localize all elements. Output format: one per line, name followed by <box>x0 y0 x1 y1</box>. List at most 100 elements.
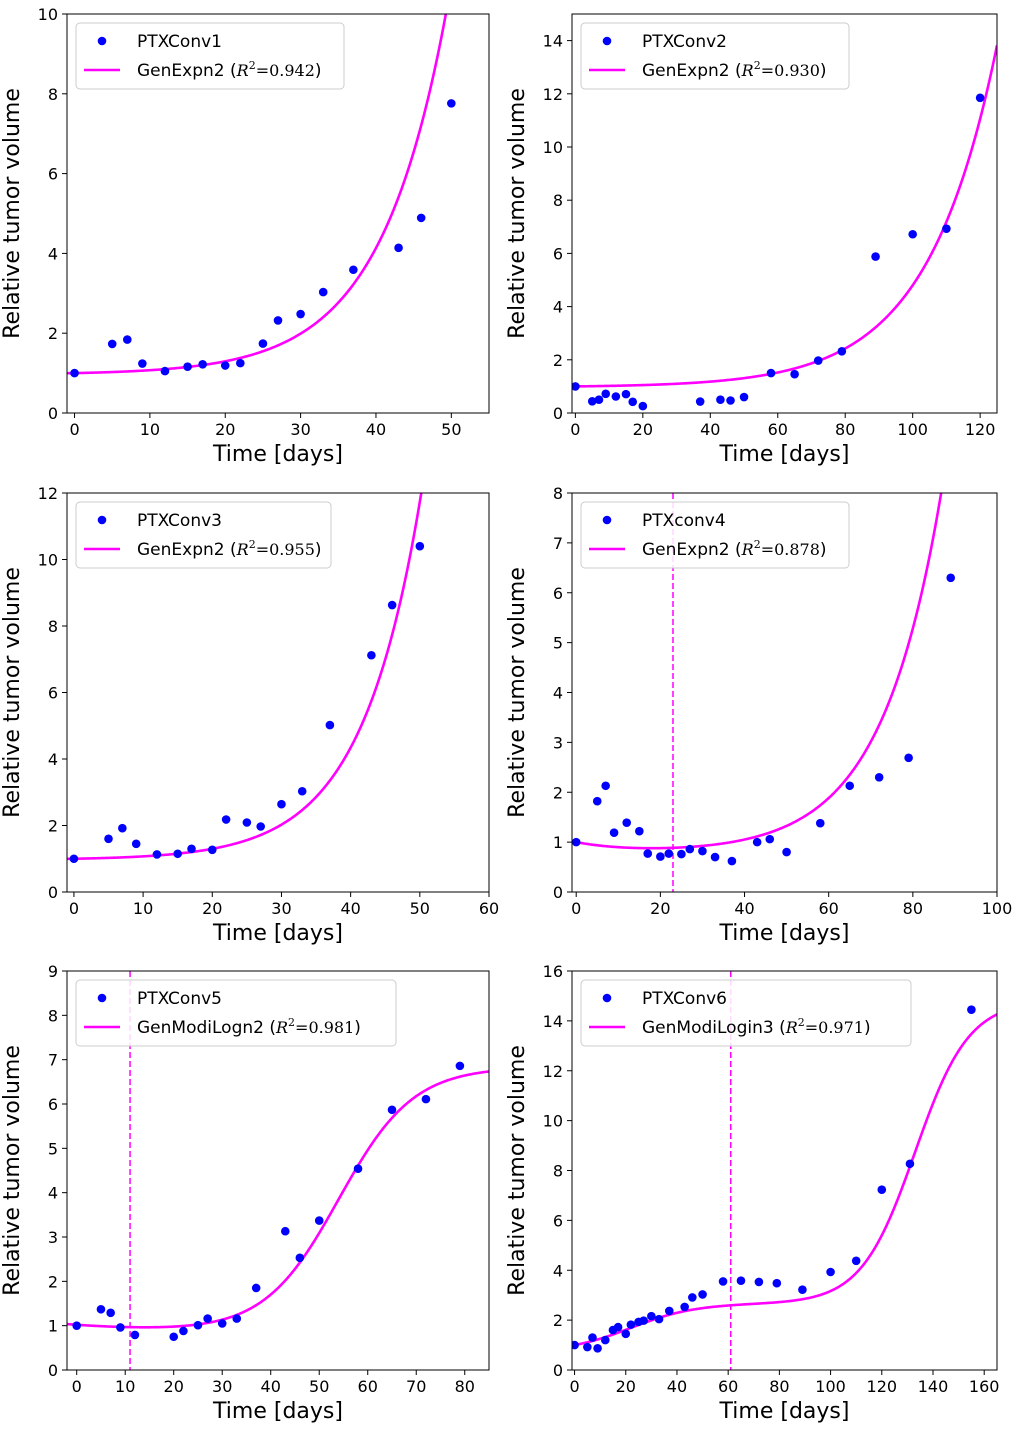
x-tick-label: 20 <box>616 1377 636 1396</box>
data-point <box>766 368 776 378</box>
y-tick-label: 12 <box>38 484 58 503</box>
x-tick-label: 60 <box>479 899 499 918</box>
chart-panel-6: 0 20 40 60 80 100 120 140 160 0 2 4 6 8 10 12 14 16 Time [… <box>505 962 999 1424</box>
x-tick-label: 10 <box>133 899 153 918</box>
x-tick-label: 60 <box>819 899 839 918</box>
data-point <box>621 389 631 399</box>
x-tick-label: 80 <box>903 899 923 918</box>
data-point <box>273 316 283 325</box>
x-tick-label: 20 <box>202 899 222 918</box>
data-point <box>695 397 705 406</box>
legend: PTXConv5 GenModiLogn2 (R2=0.981) <box>75 979 397 1047</box>
y-axis-label: Relative tumor volume <box>0 567 25 818</box>
y-tick-label: 8 <box>48 617 58 636</box>
x-tick-label: 20 <box>650 899 670 918</box>
y-axis-label: Relative tumor volume <box>505 88 530 339</box>
data-point <box>107 339 117 349</box>
y-tick-label: 14 <box>543 1012 563 1031</box>
y-tick-label: 10 <box>543 1112 563 1131</box>
plot-area <box>67 493 425 864</box>
x-tick-label: 0 <box>69 899 79 918</box>
legend-box <box>75 501 332 569</box>
data-point <box>628 397 638 407</box>
legend-marker-points <box>602 993 612 1003</box>
data-point <box>813 356 823 365</box>
fit-curve <box>67 14 448 375</box>
legend-box <box>580 22 850 90</box>
data-point <box>169 1332 179 1342</box>
y-tick-label: 6 <box>48 1095 58 1114</box>
y-tick-label: 2 <box>553 1311 563 1330</box>
legend-label-points: PTXConv1 <box>137 32 222 52</box>
data-point <box>116 1323 125 1332</box>
y-tick-label: 4 <box>48 1184 58 1203</box>
legend: PTXConv1 GenExpn2 (R2=0.942) <box>75 22 345 90</box>
data-point <box>421 1094 431 1104</box>
data-point <box>318 287 328 297</box>
chart-panel-5: 0 10 20 30 40 50 60 70 80 0 1 2 3 4 5 6 7 8 9 Time [days] Re… <box>0 962 490 1424</box>
data-point <box>688 1293 697 1302</box>
x-axis-label: Time [days] <box>719 1399 850 1424</box>
x-tick-label: 40 <box>340 899 360 918</box>
x-tick-label: 10 <box>115 1377 135 1396</box>
x-axis-label: Time [days] <box>212 442 343 467</box>
data-point <box>790 369 799 379</box>
legend-label-fit: GenExpn2 (R2=0.878) <box>642 538 827 560</box>
data-point <box>394 243 403 253</box>
y-tick-label: 2 <box>48 324 58 343</box>
x-axis-label: Time [days] <box>212 921 343 946</box>
data-point <box>587 396 597 406</box>
x-tick-label: 80 <box>455 1377 475 1396</box>
data-point <box>647 1311 656 1321</box>
data-point <box>726 396 735 405</box>
data-point <box>207 845 217 855</box>
legend-box <box>75 22 345 90</box>
data-point <box>611 392 621 401</box>
data-point <box>710 852 720 862</box>
data-point <box>416 213 426 223</box>
y-tick-label: 14 <box>543 32 563 51</box>
data-point <box>736 1276 746 1286</box>
x-tick-label: 40 <box>366 420 386 439</box>
data-point <box>217 1319 227 1328</box>
y-tick-label: 4 <box>48 244 58 263</box>
data-point <box>221 815 231 824</box>
y-tick-label: 7 <box>48 1051 58 1070</box>
legend-marker-points <box>97 993 107 1003</box>
data-point <box>664 1306 674 1316</box>
x-tick-label: 100 <box>897 420 928 439</box>
y-tick-label: 8 <box>48 1006 58 1025</box>
data-point <box>871 252 880 261</box>
x-tick-label: 120 <box>965 420 996 439</box>
data-point <box>946 573 956 583</box>
data-point <box>280 1226 290 1236</box>
data-point <box>160 366 170 376</box>
data-point <box>975 93 985 103</box>
x-tick-label: 30 <box>271 899 291 918</box>
data-point <box>851 1256 861 1266</box>
legend-label-points: PTXConv2 <box>642 32 727 52</box>
x-tick-label: 30 <box>290 420 310 439</box>
data-point <box>727 856 737 866</box>
data-point <box>118 823 127 833</box>
y-axis-label: Relative tumor volume <box>505 1045 530 1296</box>
x-tick-label: 80 <box>835 420 855 439</box>
data-point <box>251 1283 261 1293</box>
data-point <box>677 849 686 859</box>
data-point <box>639 1316 648 1325</box>
y-tick-label: 0 <box>48 883 58 902</box>
x-tick-label: 0 <box>571 899 581 918</box>
data-point <box>754 1277 764 1287</box>
data-point <box>601 781 610 791</box>
y-tick-label: 0 <box>553 883 563 902</box>
x-tick-label: 40 <box>261 1377 281 1396</box>
x-tick-label: 40 <box>700 420 720 439</box>
y-tick-label: 8 <box>553 1162 563 1181</box>
data-point <box>314 1216 324 1225</box>
x-tick-label: 0 <box>569 1377 579 1396</box>
data-point <box>685 844 695 854</box>
x-tick-label: 120 <box>867 1377 898 1396</box>
fit-curve <box>572 45 997 388</box>
data-point <box>296 309 305 319</box>
